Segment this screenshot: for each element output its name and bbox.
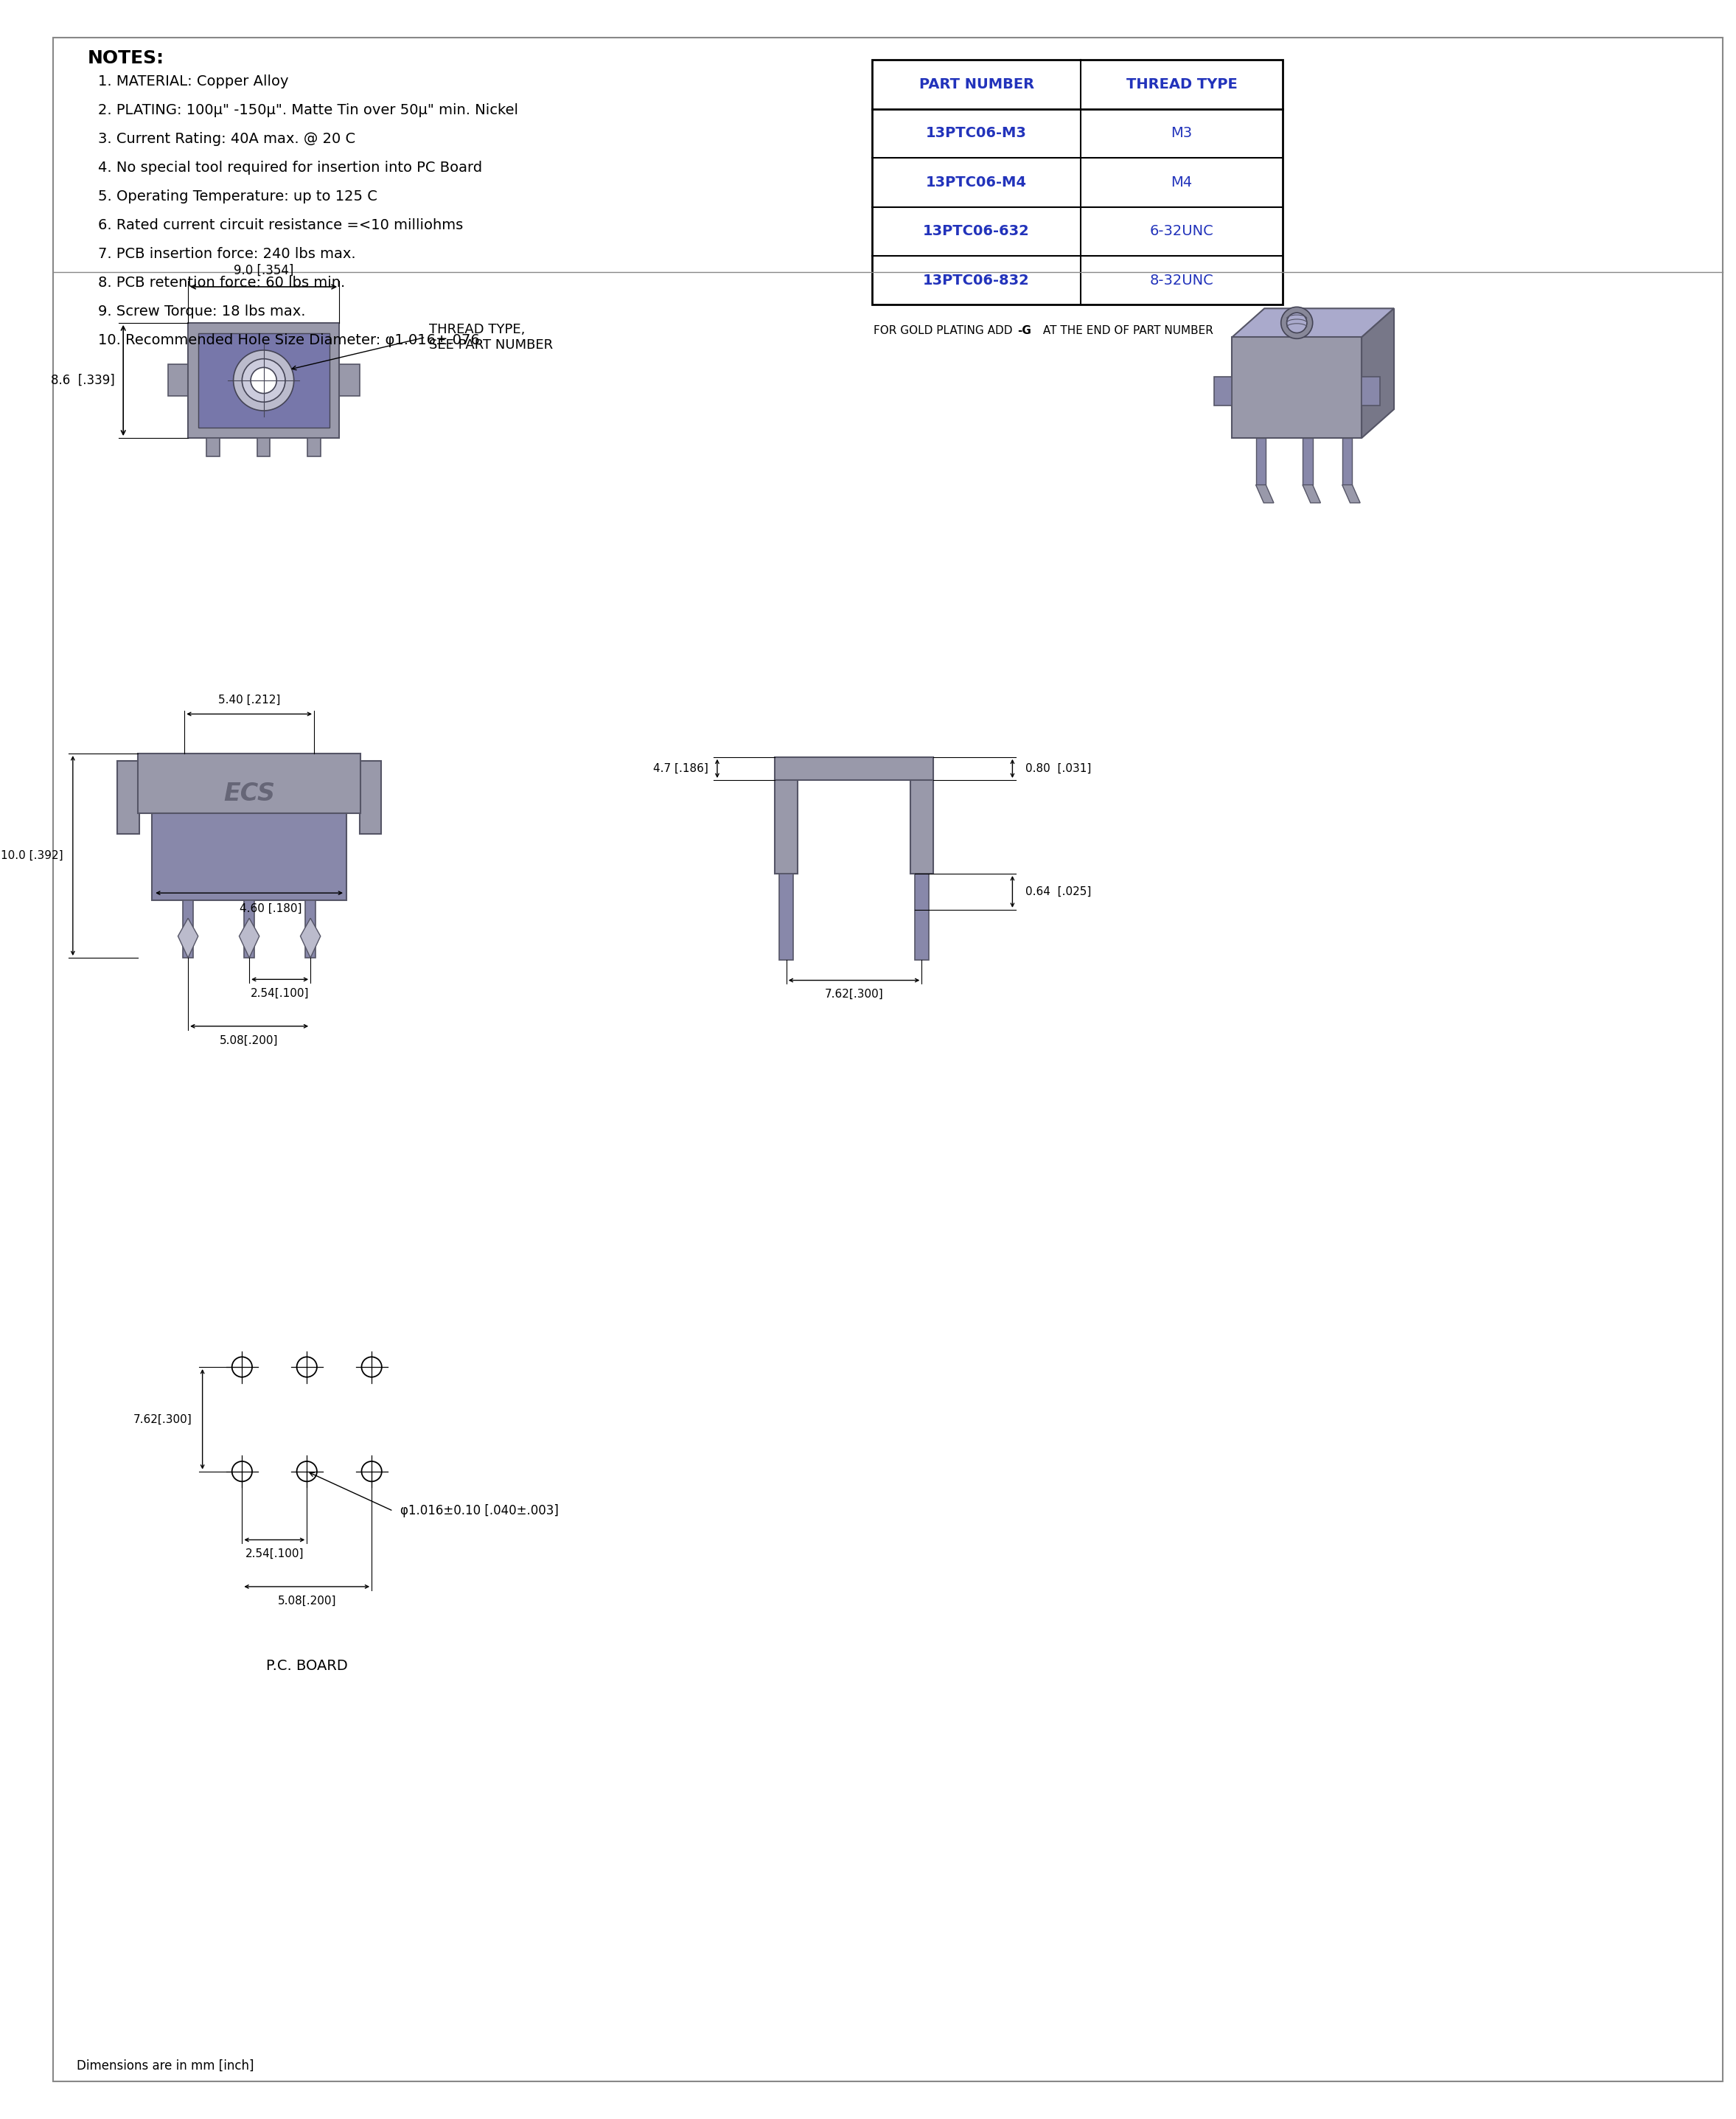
- Polygon shape: [1342, 485, 1361, 502]
- Text: 0.64  [.025]: 0.64 [.025]: [1026, 886, 1092, 896]
- Bar: [153, 814, 347, 901]
- Circle shape: [1286, 314, 1307, 333]
- Text: 9. Screw Torque: 18 lbs max.: 9. Screw Torque: 18 lbs max.: [97, 305, 306, 318]
- Text: NOTES:: NOTES:: [87, 49, 163, 68]
- Text: 7. PCB insertion force: 240 lbs max.: 7. PCB insertion force: 240 lbs max.: [97, 248, 356, 261]
- Bar: [774, 780, 799, 873]
- Text: 4.60 [.180]: 4.60 [.180]: [240, 903, 302, 913]
- Text: 0.80  [.031]: 0.80 [.031]: [1026, 763, 1092, 773]
- Bar: [198, 333, 330, 428]
- Text: 8.6  [.339]: 8.6 [.339]: [50, 373, 115, 388]
- Bar: [359, 761, 380, 835]
- Text: 1. MATERIAL: Copper Alloy: 1. MATERIAL: Copper Alloy: [97, 74, 288, 89]
- Bar: [207, 439, 220, 456]
- Text: 8-32UNC: 8-32UNC: [1149, 273, 1213, 288]
- Text: 6-32UNC: 6-32UNC: [1149, 225, 1213, 237]
- Bar: [910, 780, 934, 873]
- Text: PART NUMBER: PART NUMBER: [918, 78, 1035, 91]
- Text: 8. PCB retention force: 60 lbs min.: 8. PCB retention force: 60 lbs min.: [97, 275, 345, 290]
- Bar: [1255, 439, 1266, 485]
- Circle shape: [250, 367, 276, 394]
- Bar: [774, 756, 934, 780]
- Text: 13PTC06-M4: 13PTC06-M4: [925, 176, 1028, 189]
- Text: 7.62[.300]: 7.62[.300]: [825, 990, 884, 1000]
- Circle shape: [1281, 307, 1312, 339]
- Bar: [118, 761, 139, 835]
- Polygon shape: [1255, 485, 1274, 502]
- Text: 3. Current Rating: 40A max. @ 20 C: 3. Current Rating: 40A max. @ 20 C: [97, 131, 356, 146]
- Bar: [245, 901, 253, 958]
- Polygon shape: [1361, 309, 1394, 439]
- Text: 13PTC06-632: 13PTC06-632: [924, 225, 1029, 237]
- Text: 5.08[.200]: 5.08[.200]: [278, 1596, 337, 1606]
- Bar: [182, 901, 193, 958]
- Text: M3: M3: [1170, 127, 1193, 140]
- Polygon shape: [1213, 377, 1233, 405]
- Text: -G: -G: [1017, 324, 1031, 337]
- Polygon shape: [1302, 485, 1321, 502]
- Text: 4.7 [.186]: 4.7 [.186]: [653, 763, 708, 773]
- Text: THREAD TYPE: THREAD TYPE: [1127, 78, 1238, 91]
- Polygon shape: [1233, 309, 1394, 337]
- Bar: [306, 901, 316, 958]
- Text: 7.62[.300]: 7.62[.300]: [134, 1413, 193, 1424]
- Bar: [307, 439, 321, 456]
- Bar: [871, 59, 1283, 305]
- Text: 5.40 [.212]: 5.40 [.212]: [219, 695, 279, 706]
- Text: 6. Rated current circuit resistance =<10 milliohms: 6. Rated current circuit resistance =<10…: [97, 218, 464, 233]
- Text: THREAD TYPE,
SEE PART NUMBER: THREAD TYPE, SEE PART NUMBER: [429, 322, 554, 352]
- Text: 9.0 [.354]: 9.0 [.354]: [234, 263, 293, 278]
- Text: M4: M4: [1170, 176, 1193, 189]
- Text: 5.08[.200]: 5.08[.200]: [220, 1034, 278, 1047]
- Text: 2. PLATING: 100μ" -150μ". Matte Tin over 50μ" min. Nickel: 2. PLATING: 100μ" -150μ". Matte Tin over…: [97, 104, 519, 117]
- Text: 10.0 [.392]: 10.0 [.392]: [0, 850, 62, 860]
- Circle shape: [241, 358, 285, 403]
- Bar: [915, 873, 929, 960]
- Bar: [779, 873, 793, 960]
- Text: 4. No special tool required for insertion into PC Board: 4. No special tool required for insertio…: [97, 161, 483, 174]
- Polygon shape: [179, 918, 198, 958]
- Text: 13PTC06-M3: 13PTC06-M3: [925, 127, 1028, 140]
- Polygon shape: [240, 918, 259, 958]
- Polygon shape: [300, 918, 321, 958]
- Bar: [1302, 439, 1312, 485]
- Bar: [257, 439, 271, 456]
- Text: 5. Operating Temperature: up to 125 C: 5. Operating Temperature: up to 125 C: [97, 189, 377, 203]
- Text: 10. Recommended Hole Size Diameter: φ1.016±.076: 10. Recommended Hole Size Diameter: φ1.0…: [97, 333, 479, 348]
- Text: AT THE END OF PART NUMBER: AT THE END OF PART NUMBER: [1040, 324, 1213, 337]
- Text: 2.54[.100]: 2.54[.100]: [250, 987, 309, 998]
- Text: ECS: ECS: [224, 782, 274, 805]
- Bar: [168, 364, 187, 396]
- Text: 13PTC06-832: 13PTC06-832: [924, 273, 1029, 288]
- Bar: [1342, 439, 1352, 485]
- Bar: [339, 364, 359, 396]
- Bar: [137, 754, 361, 814]
- Text: Dimensions are in mm [inch]: Dimensions are in mm [inch]: [76, 2060, 253, 2072]
- Bar: [187, 322, 339, 439]
- Polygon shape: [1233, 337, 1361, 439]
- Circle shape: [233, 350, 293, 411]
- Text: FOR GOLD PLATING ADD: FOR GOLD PLATING ADD: [873, 324, 1016, 337]
- Text: 2.54[.100]: 2.54[.100]: [245, 1549, 304, 1560]
- Text: φ1.016±0.10 [.040±.003]: φ1.016±0.10 [.040±.003]: [401, 1504, 559, 1517]
- Polygon shape: [1361, 377, 1380, 405]
- Text: P.C. BOARD: P.C. BOARD: [266, 1659, 347, 1672]
